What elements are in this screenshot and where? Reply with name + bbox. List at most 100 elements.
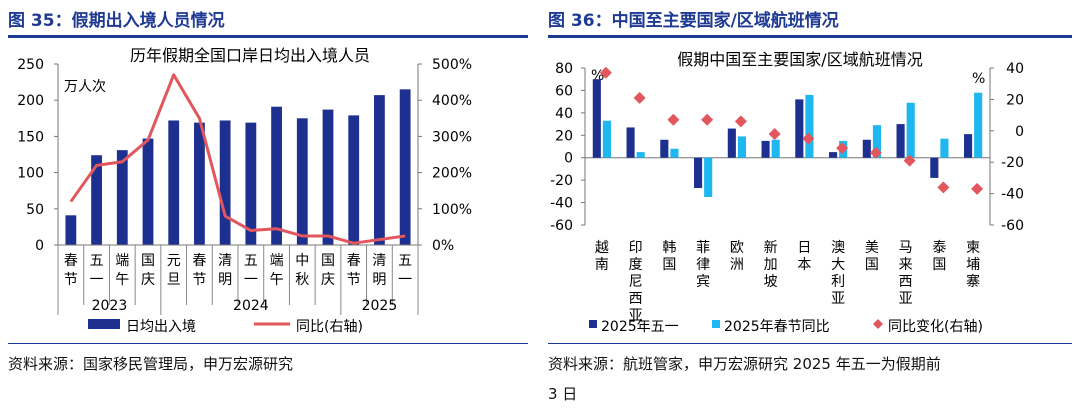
x-tick-label: 春	[64, 253, 78, 269]
point-yoy-change	[734, 115, 747, 128]
point-yoy-change	[869, 146, 882, 159]
x-tick-label: 端	[115, 253, 129, 269]
left-figure-title: 图 35：假期出入境人员情况	[8, 11, 225, 31]
x-tick-label: 亚	[629, 308, 643, 324]
x-tick-label: 西	[629, 291, 643, 307]
left-footer-rule	[8, 343, 528, 344]
right-figure-title: 图 36：中国至主要国家/区域航班情况	[548, 11, 839, 31]
year-group-label: 2025	[362, 298, 398, 314]
legend-label-may-day: 2025年五一	[601, 319, 679, 335]
x-tick-label: 中	[295, 253, 309, 269]
x-tick-label: 国	[662, 257, 676, 273]
x-tick-label: 春	[192, 253, 206, 269]
year-group-label: 2024	[233, 298, 269, 314]
bar-daily-crossings	[116, 150, 128, 245]
x-tick-label: 亚	[831, 291, 845, 307]
bar-2025-spring-yoy	[771, 139, 780, 158]
unit-label: 万人次	[64, 79, 106, 95]
x-tick-label: 美	[865, 240, 879, 256]
bar-2025-spring-yoy	[636, 152, 645, 158]
right-y-tick-label: 300%	[432, 129, 472, 145]
bar-2025-spring-yoy	[805, 94, 814, 158]
left-y-tick-label: -60	[550, 218, 573, 234]
x-tick-label: 尼	[629, 274, 643, 290]
bar-2025-spring-yoy	[602, 120, 611, 158]
bar-2025-may-day	[626, 127, 635, 158]
point-yoy-change	[903, 154, 916, 167]
left-y-tick-label: 150	[17, 129, 44, 145]
point-yoy-change	[667, 113, 680, 126]
x-tick-label: 本	[797, 257, 811, 273]
x-tick-label: 节	[192, 272, 206, 288]
x-tick-label: 柬	[966, 240, 980, 256]
point-yoy-change	[768, 127, 781, 140]
x-tick-label: 节	[347, 272, 361, 288]
x-tick-label: 端	[270, 253, 284, 269]
right-y-tick-label: 20	[1006, 92, 1024, 108]
right-source-note-line1: 资料来源：航班管家，申万宏源研究 2025 年五一为假期前	[548, 355, 941, 373]
x-tick-label: 清	[372, 253, 386, 269]
left-y-tick-label: -20	[550, 173, 573, 189]
x-tick-label: 韩	[662, 240, 676, 256]
x-tick-label: 春	[347, 253, 361, 269]
bar-2025-spring-yoy	[906, 102, 915, 158]
bar-daily-crossings	[322, 109, 334, 245]
point-yoy-change	[802, 132, 815, 145]
x-tick-label: 午	[115, 272, 129, 288]
right-unit-label: %	[972, 71, 985, 87]
x-tick-label: 元	[167, 253, 181, 269]
x-tick-label: 南	[595, 257, 609, 273]
left-y-tick-label: 20	[555, 128, 573, 144]
bar-2025-spring-yoy	[670, 148, 679, 158]
x-tick-label: 五	[90, 253, 104, 269]
x-tick-label: 五	[244, 253, 258, 269]
left-y-tick-label: 200	[17, 93, 44, 109]
x-tick-label: 明	[372, 272, 386, 288]
left-source-note: 资料来源：国家移民管理局，申万宏源研究	[8, 355, 294, 373]
left-title-rule	[8, 35, 528, 38]
right-y-tick-label: 0%	[432, 238, 454, 254]
x-tick-label: 度	[629, 257, 643, 273]
bar-2025-spring-yoy	[872, 125, 881, 158]
x-tick-label: 宾	[696, 274, 710, 290]
x-tick-label: 国	[865, 257, 879, 273]
x-tick-label: 坡	[764, 274, 778, 290]
left-y-tick-label: 60	[555, 83, 573, 99]
right-y-tick-label: 400%	[432, 93, 472, 109]
x-tick-label: 国	[321, 253, 335, 269]
x-tick-label: 明	[218, 272, 232, 288]
x-tick-label: 菲	[696, 240, 710, 256]
x-tick-label: 西	[899, 274, 913, 290]
x-tick-label: 新	[764, 240, 778, 256]
legend-swatch-bar	[88, 319, 120, 329]
bar-2025-may-day	[896, 124, 905, 158]
x-tick-label: 亚	[899, 291, 913, 307]
bar-2025-may-day	[964, 134, 973, 158]
bar-2025-spring-yoy	[974, 92, 983, 158]
x-tick-label: 大	[831, 257, 845, 273]
bar-daily-crossings	[219, 120, 231, 245]
x-tick-label: 利	[831, 274, 845, 290]
right-y-tick-label: -60	[1001, 218, 1024, 234]
left-y-tick-label: 100	[17, 166, 44, 182]
point-yoy-change	[836, 142, 849, 155]
bar-2025-may-day	[660, 139, 669, 158]
bar-daily-crossings	[271, 106, 282, 245]
x-tick-label: 泰	[932, 240, 946, 256]
x-tick-label: 庆	[321, 272, 335, 288]
x-tick-label: 来	[899, 257, 913, 273]
point-yoy-change	[937, 181, 950, 194]
x-tick-label: 寨	[966, 273, 980, 290]
x-tick-label: 秋	[295, 272, 309, 288]
bar-daily-crossings	[91, 155, 102, 245]
x-tick-label: 一	[398, 272, 412, 288]
legend-swatch-spring-yoy	[712, 320, 720, 328]
right-source-note-line2: 3 日	[548, 385, 578, 403]
left-y-tick-label: 80	[555, 61, 573, 77]
legend-label-yoy-change: 同比变化(右轴)	[888, 319, 983, 335]
bar-2025-may-day	[930, 157, 939, 178]
right-y-tick-label: -40	[1001, 187, 1024, 203]
bar-daily-crossings	[65, 215, 77, 245]
bar-2025-may-day	[761, 140, 770, 158]
